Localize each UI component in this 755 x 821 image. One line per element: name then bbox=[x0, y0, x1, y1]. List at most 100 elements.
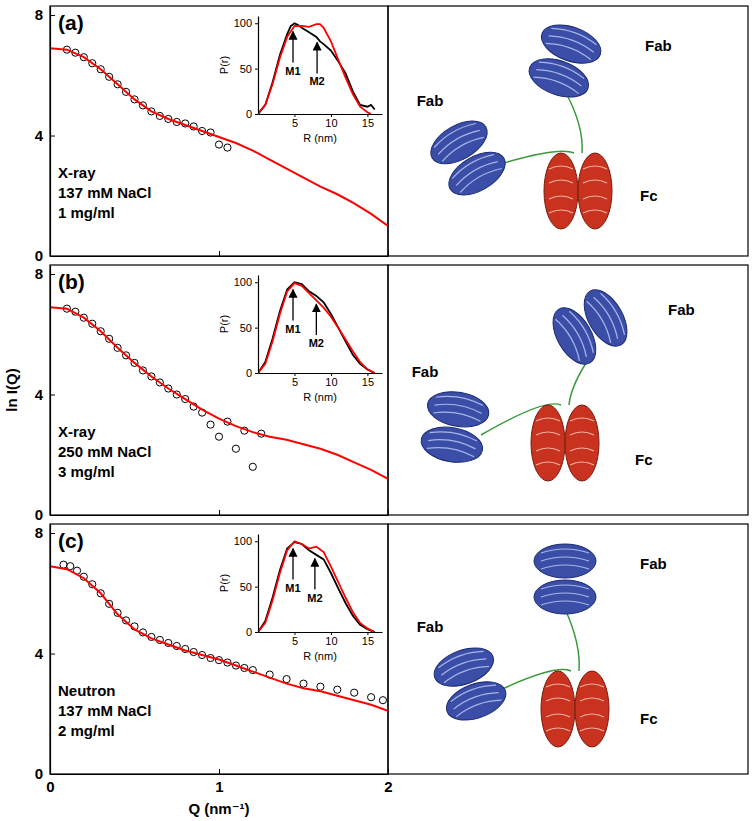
tick-label: 10 bbox=[325, 117, 337, 129]
tick-mark bbox=[255, 114, 258, 115]
inset-x-axis-title: R (nm) bbox=[303, 132, 337, 144]
axis-line bbox=[50, 7, 51, 257]
tick-mark bbox=[219, 510, 220, 515]
y-axis-title: ln I(Q) bbox=[3, 368, 20, 411]
fab-strand bbox=[433, 409, 481, 421]
fc-strand bbox=[536, 418, 560, 421]
peak-arrow bbox=[292, 32, 293, 63]
tick-label: 10 bbox=[325, 635, 337, 647]
tick: 50 bbox=[240, 581, 258, 593]
axis-line bbox=[259, 632, 383, 633]
model-frame bbox=[388, 6, 748, 256]
pr-line bbox=[258, 541, 375, 632]
tick: 10 bbox=[325, 373, 337, 388]
tick-mark bbox=[50, 533, 55, 534]
tick-label: 0 bbox=[35, 765, 43, 782]
axis-line bbox=[51, 256, 389, 257]
tick: 50 bbox=[240, 63, 258, 75]
condition-label: 2 mg/ml bbox=[58, 722, 115, 739]
peak-arrow bbox=[292, 549, 293, 580]
data-point bbox=[334, 686, 341, 693]
fab-subdomain bbox=[418, 423, 485, 467]
inset-plot-area bbox=[258, 282, 375, 373]
fab-strand bbox=[541, 585, 589, 589]
data-point bbox=[283, 676, 290, 683]
fc-strand bbox=[549, 180, 573, 183]
fc-strand bbox=[580, 714, 604, 717]
fab-subdomain bbox=[442, 143, 513, 203]
condition-label: 1 mg/ml bbox=[58, 204, 115, 221]
axis: 050100 bbox=[234, 535, 259, 639]
axis: 5 10 15 bbox=[259, 373, 383, 388]
inset-y-axis-title: P(r) bbox=[218, 574, 230, 592]
tick-label: 15 bbox=[362, 376, 374, 388]
tick: 4 bbox=[35, 386, 55, 403]
data-point bbox=[215, 433, 222, 440]
data-point bbox=[300, 680, 307, 687]
data-point bbox=[215, 141, 222, 148]
plot-frame bbox=[50, 524, 388, 774]
inset-plot-area bbox=[258, 541, 375, 632]
domain-label: Fc bbox=[635, 451, 653, 468]
tick-mark bbox=[388, 769, 389, 774]
fc-strand bbox=[549, 210, 573, 213]
fab-strand bbox=[541, 593, 589, 597]
tick: 10 bbox=[325, 114, 337, 129]
tick-mark bbox=[50, 274, 55, 275]
axis bbox=[51, 510, 389, 516]
axis-line bbox=[50, 266, 51, 516]
condition-label: Neutron bbox=[58, 682, 116, 699]
tick bbox=[219, 251, 220, 256]
pr-line bbox=[258, 283, 375, 373]
tick-mark bbox=[219, 769, 220, 774]
plot-frame bbox=[50, 6, 388, 256]
fab-domain bbox=[534, 544, 596, 614]
tick: 1 bbox=[215, 769, 223, 795]
domain-label: Fab bbox=[412, 363, 439, 380]
tick-label: 0 bbox=[246, 367, 252, 379]
tick-label: 8 bbox=[35, 6, 43, 23]
domain-label: Fab bbox=[668, 301, 695, 318]
axis: 0 1 2 bbox=[46, 769, 392, 795]
fab-domain bbox=[429, 641, 511, 728]
tick: 5 bbox=[292, 114, 298, 129]
tick-label: 100 bbox=[234, 276, 252, 288]
fc-strand bbox=[583, 180, 607, 183]
pr-line bbox=[258, 282, 375, 373]
fab-strand bbox=[546, 40, 592, 60]
panel: 048ln I(Q)(b)X-ray250 mM NaCl3 mg/ml0501… bbox=[3, 265, 748, 523]
fc-domain bbox=[544, 153, 612, 229]
tick-mark bbox=[50, 136, 55, 137]
tick: 0 bbox=[46, 769, 54, 795]
tick: 8 bbox=[35, 524, 55, 541]
tick-mark bbox=[255, 328, 258, 329]
pr-line bbox=[258, 24, 371, 114]
fab-domain bbox=[524, 18, 606, 105]
fc-chain bbox=[531, 405, 565, 481]
plot-area bbox=[50, 46, 388, 226]
axis: 048 bbox=[35, 524, 55, 782]
tick-label: 2 bbox=[384, 778, 392, 795]
fc-strand bbox=[580, 684, 604, 687]
axis-line bbox=[51, 774, 389, 775]
fc-strand bbox=[570, 448, 594, 451]
model: FabFabFc bbox=[417, 544, 667, 747]
tick: 2 bbox=[384, 769, 392, 795]
inset: 05010051015R (nm)P(r)M1M2 bbox=[218, 17, 383, 145]
fab-strand bbox=[541, 565, 589, 569]
tick-mark bbox=[255, 541, 258, 542]
tick-mark bbox=[255, 23, 258, 24]
peak-label: M1 bbox=[285, 323, 300, 335]
pr-line bbox=[258, 542, 375, 632]
tick-label: 1 bbox=[215, 778, 223, 795]
tick: 5 bbox=[292, 373, 298, 388]
tick-mark bbox=[50, 654, 55, 655]
pr-line bbox=[258, 23, 375, 114]
data-point bbox=[379, 697, 386, 704]
tick: 0 bbox=[35, 247, 55, 264]
fab-strand bbox=[555, 317, 582, 361]
tick: 15 bbox=[362, 114, 374, 129]
fc-strand bbox=[536, 448, 560, 451]
tick: 0 bbox=[246, 108, 258, 120]
model: FabFabFc bbox=[417, 18, 672, 229]
